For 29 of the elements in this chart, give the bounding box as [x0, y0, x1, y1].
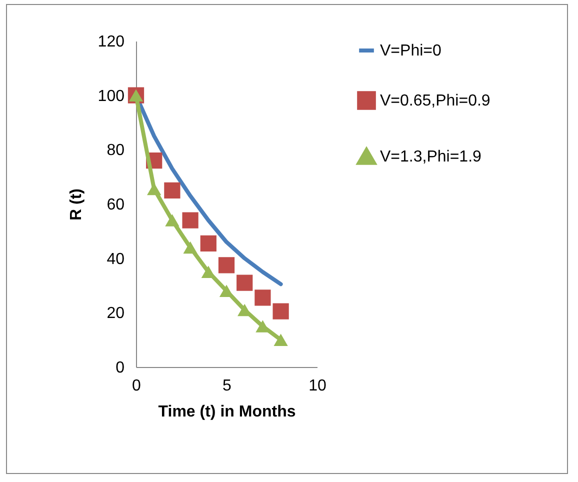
point: [274, 334, 288, 346]
y-tick-label: 100: [98, 88, 125, 105]
x-tick-label: 0: [132, 378, 142, 394]
legend-label: V=Phi=0: [380, 42, 442, 60]
y-tick-label: 60: [106, 196, 125, 214]
y-tick-label: 120: [98, 34, 125, 50]
point: [272, 303, 289, 320]
point: [147, 182, 162, 196]
point: [219, 284, 234, 298]
point: [183, 241, 198, 254]
point: [254, 290, 271, 306]
x-axis-title: Time (t) in Months: [158, 404, 296, 420]
y-tick-label: 0: [116, 360, 125, 376]
point: [165, 214, 180, 226]
y-tick-label: 40: [106, 250, 125, 268]
legend-label: V=1.3,Phi=1.9: [380, 148, 482, 166]
point: [182, 212, 198, 228]
y-axis-title: R (t): [68, 188, 85, 220]
point: [236, 274, 253, 291]
point: [218, 257, 235, 274]
y-tick-label: 20: [106, 305, 125, 322]
point: [200, 235, 216, 252]
point: [256, 320, 270, 332]
y-tick-label: 80: [106, 142, 125, 160]
legend-label: V=0.65,Phi=0.9: [380, 92, 490, 110]
x-tick-label: 10: [308, 378, 326, 394]
point: [164, 182, 180, 198]
x-tick-label: 5: [222, 378, 232, 394]
point: [201, 266, 216, 278]
